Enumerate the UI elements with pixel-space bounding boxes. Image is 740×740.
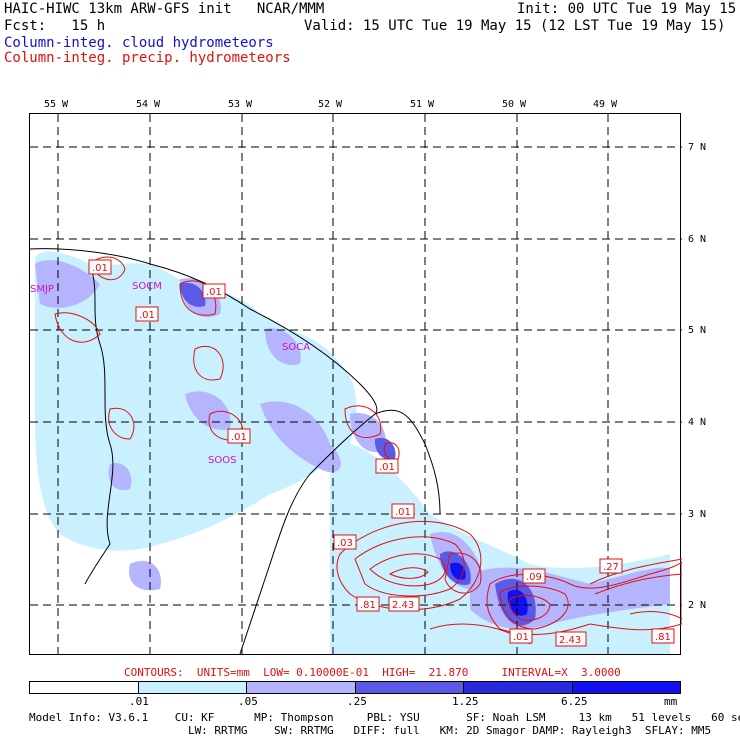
lat-label: 6 N [688, 234, 707, 245]
color-bar-tick: .25 [347, 695, 367, 708]
station-label: SOCM [132, 281, 162, 292]
lat-label: 3 N [688, 509, 707, 520]
color-bar-segment [30, 682, 139, 693]
contour-info: CONTOURS: UNITS=mm LOW= 0.10000E-01 HIGH… [124, 666, 621, 679]
svg-text:.01: .01 [395, 507, 411, 518]
contour-label: .09 [522, 568, 546, 584]
contour-label: .81 [356, 596, 380, 612]
color-bar-units: mm [664, 695, 678, 708]
contour-label: .27 [599, 558, 623, 574]
color-bar [29, 681, 681, 694]
lon-label: 55 W [44, 99, 69, 110]
svg-text:.81: .81 [360, 600, 376, 611]
lon-label: 49 W [593, 99, 618, 110]
lat-label: 2 N [688, 600, 707, 611]
color-bar-segment [572, 682, 680, 693]
color-bar-tick: 6.25 [561, 695, 588, 708]
lat-label: 7 N [688, 142, 707, 153]
color-bar-segment [138, 682, 247, 693]
color-bar-segment [355, 682, 464, 693]
legend-cloud: Column-integ. cloud hydrometeors [4, 35, 274, 51]
model-info-line2: LW: RRTMG SW: RRTMG DIFF: full KM: 2D Sm… [29, 724, 712, 737]
svg-text:.01: .01 [92, 263, 108, 274]
contour-label: .01 [227, 428, 251, 444]
stations: SMJP SOCM SOCA SOOS [30, 281, 310, 466]
valid-time: Valid: 15 UTC Tue 19 May 15 (12 LST Tue … [304, 18, 726, 34]
svg-text:.01: .01 [231, 432, 247, 443]
svg-text:.01: .01 [139, 310, 155, 321]
contour-label: 2.43 [555, 631, 587, 647]
contour-label: .01 [135, 306, 159, 322]
svg-text:2.43: 2.43 [392, 600, 414, 611]
contour-label: 2.43 [388, 596, 420, 612]
contour-labels: .01 .01 .01 .01 .01 .01 .03 .81 2.43 .09… [88, 259, 675, 647]
lon-label: 53 W [228, 99, 253, 110]
lat-label: 4 N [688, 417, 707, 428]
forecast-hour: Fcst: 15 h [4, 18, 106, 34]
color-bar-tick: .01 [129, 695, 149, 708]
contour-label: .01 [375, 458, 399, 474]
station-label: SOOS [208, 455, 236, 466]
svg-text:.09: .09 [526, 572, 542, 583]
contour-label: .81 [651, 628, 675, 644]
svg-text:.01: .01 [379, 462, 395, 473]
svg-text:.01: .01 [513, 632, 529, 643]
color-bar-tick: 1.25 [452, 695, 479, 708]
station-label: SMJP [30, 284, 54, 295]
lon-label: 50 W [502, 99, 527, 110]
legend-precip: Column-integ. precip. hydrometeors [4, 50, 291, 66]
init-time: Init: 00 UTC Tue 19 May 15 [517, 1, 737, 17]
svg-text:.27: .27 [603, 562, 619, 573]
color-bar-tick: .05 [238, 695, 258, 708]
svg-text:2.43: 2.43 [559, 635, 581, 646]
plot-title: HAIC-HIWC 13km ARW-GFS init NCAR/MMM [4, 1, 325, 17]
model-info-line1: Model Info: V3.6.1 CU: KF MP: Thompson P… [29, 711, 740, 724]
color-bar-segment [247, 682, 356, 693]
lon-label: 51 W [410, 99, 435, 110]
contour-label: .01 [391, 503, 415, 519]
lat-label: 5 N [688, 325, 707, 336]
contour-label: .01 [202, 283, 226, 299]
svg-text:.01: .01 [206, 287, 222, 298]
map-panel: SMJP SOCM SOCA SOOS .01 .01 .01 .01 .01 … [29, 113, 682, 656]
map-canvas: SMJP SOCM SOCA SOOS .01 .01 .01 .01 .01 … [30, 114, 682, 656]
lat-lon-grid [30, 114, 682, 656]
lon-label: 52 W [318, 99, 343, 110]
svg-text:.81: .81 [655, 632, 671, 643]
color-bar-segment [464, 682, 573, 693]
coastline [30, 248, 441, 655]
contour-label: .01 [509, 628, 533, 644]
precip-contours [54, 256, 682, 645]
lon-label: 54 W [136, 99, 161, 110]
svg-text:.03: .03 [337, 538, 353, 549]
contour-label: .01 [88, 259, 112, 275]
contour-label: .03 [333, 534, 357, 550]
station-label: SOCA [282, 342, 310, 353]
